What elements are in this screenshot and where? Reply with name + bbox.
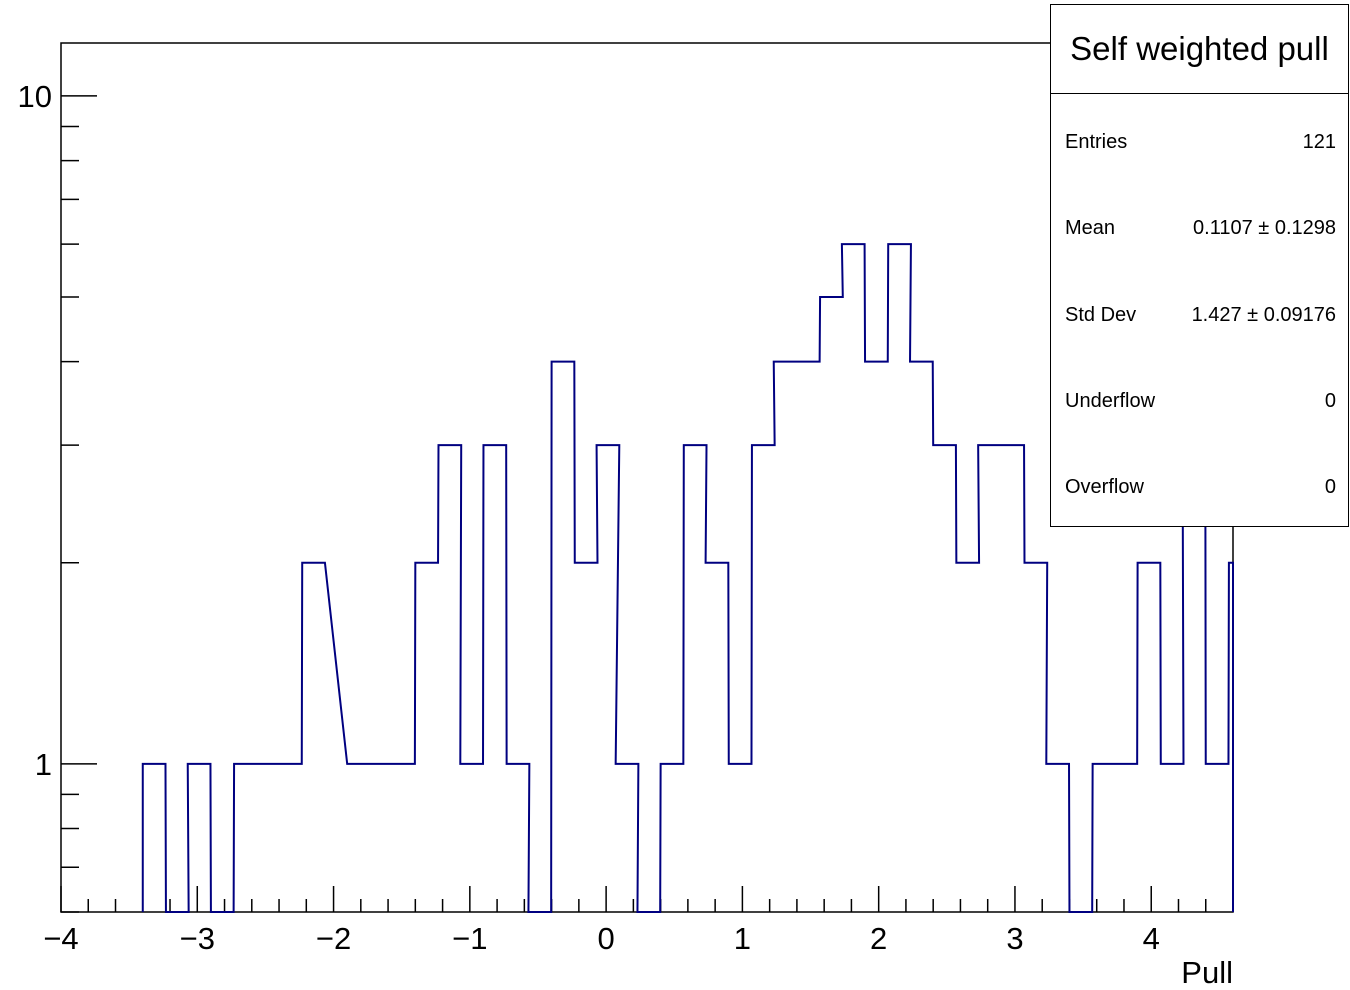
stats-label: Std Dev: [1065, 303, 1137, 326]
x-tick-label: −1: [452, 921, 487, 956]
y-axis: 1 10: [18, 79, 97, 913]
x-tick-label: 2: [870, 921, 887, 956]
x-axis-title: Pull: [1181, 955, 1233, 990]
x-tick-label: −3: [180, 921, 215, 956]
y-tick-label: 10: [18, 79, 52, 114]
stats-row-std-dev: Std Dev 1.427 ± 0.09176: [1051, 300, 1348, 330]
stats-label: Overflow: [1065, 475, 1144, 498]
x-tick-label: 0: [597, 921, 614, 956]
stats-row-mean: Mean 0.1107 ± 0.1298: [1051, 213, 1348, 243]
x-tick-label: 1: [734, 921, 751, 956]
stats-label: Entries: [1065, 130, 1128, 153]
stats-value: 1.427 ± 0.09176: [1191, 303, 1336, 326]
stats-row-underflow: Underflow 0: [1051, 386, 1348, 416]
stats-box: Self weighted pull Entries 121 Mean 0.11…: [1050, 4, 1349, 527]
stats-label: Mean: [1065, 216, 1116, 239]
x-tick-label: −4: [43, 921, 78, 956]
stats-label: Underflow: [1065, 389, 1156, 412]
y-tick-label: 1: [35, 747, 52, 782]
stats-row-entries: Entries 121: [1051, 127, 1348, 157]
stats-row-overflow: Overflow 0: [1051, 472, 1348, 502]
x-tick-label: 4: [1143, 921, 1160, 956]
stats-title: Self weighted pull: [1051, 5, 1348, 94]
x-axis: −4 −3 −2 −1 0 1 2 3 4: [43, 886, 1234, 956]
stats-value: 0: [1324, 389, 1336, 412]
x-tick-label: 3: [1006, 921, 1023, 956]
stats-value: 0: [1324, 475, 1336, 498]
histogram-line: [141, 243, 1234, 913]
stats-value: 0.1107 ± 0.1298: [1193, 216, 1336, 239]
x-tick-label: −2: [316, 921, 351, 956]
stats-value: 121: [1302, 130, 1336, 153]
